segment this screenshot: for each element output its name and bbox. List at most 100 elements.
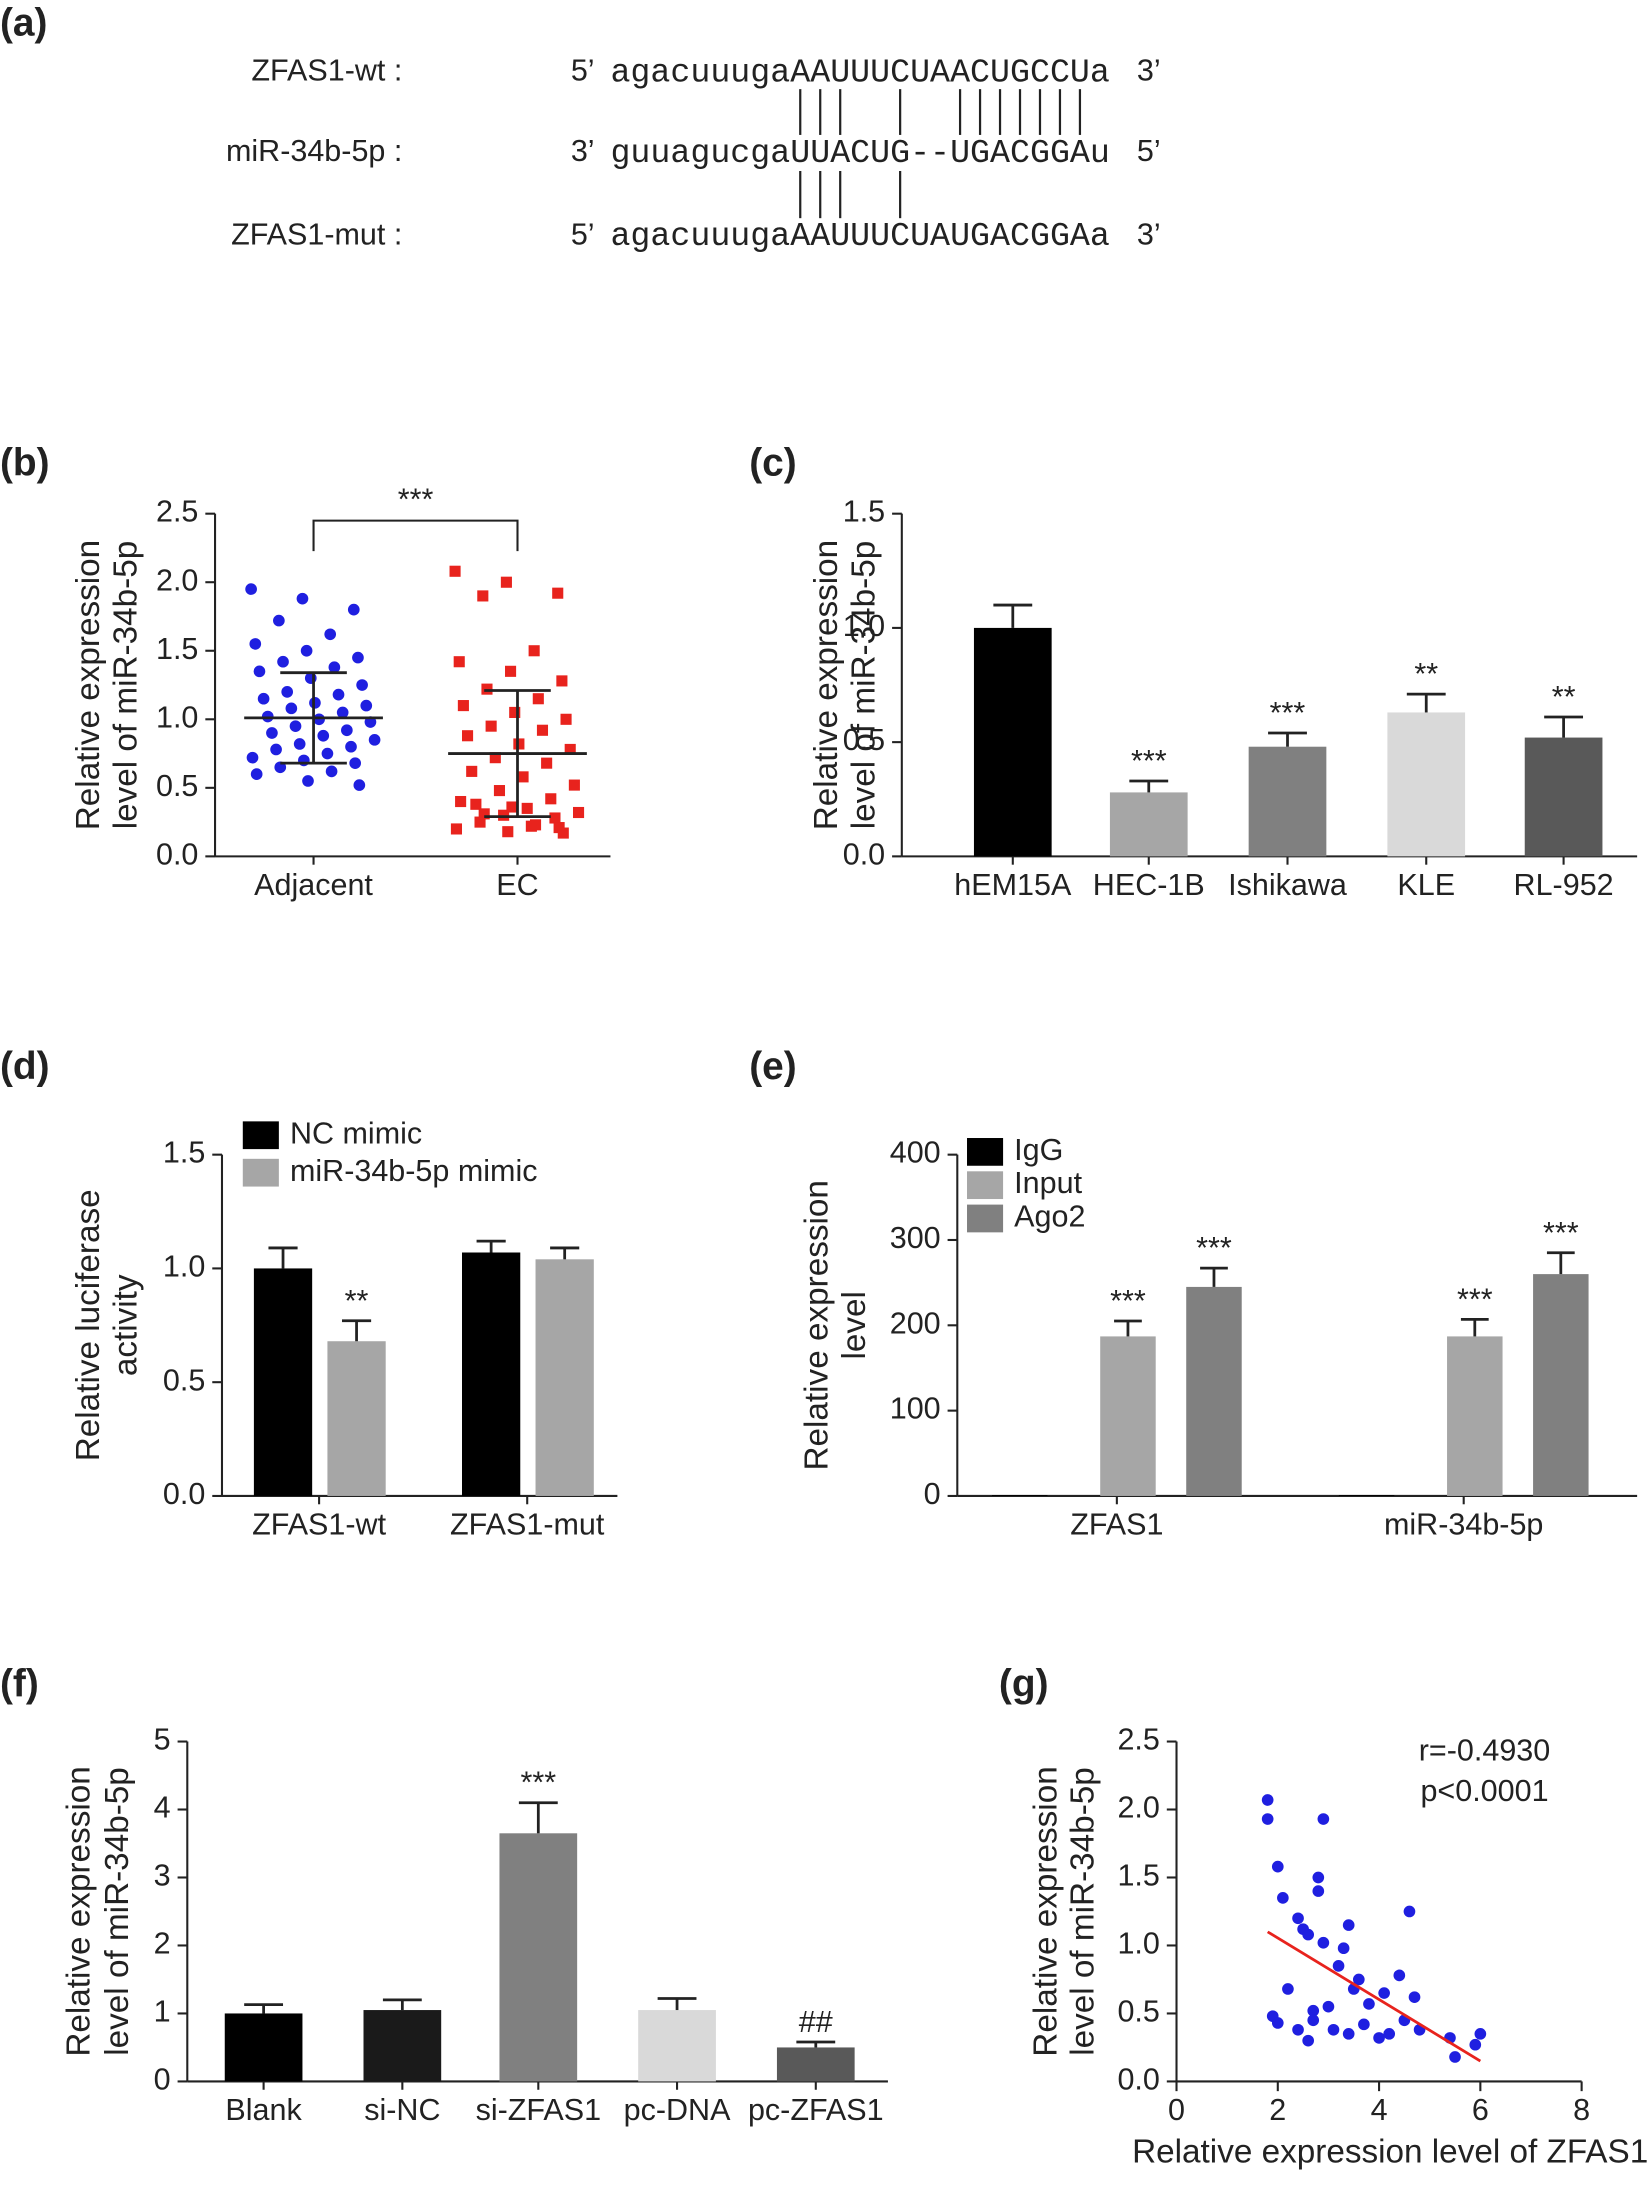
y-tick-label: 1	[154, 1995, 171, 2029]
data-point	[513, 738, 525, 750]
data-point	[536, 724, 549, 736]
data-point	[1393, 1969, 1406, 1982]
data-point	[336, 706, 349, 719]
data-point	[478, 808, 490, 820]
data-point	[470, 798, 482, 810]
y-tick-label: 1.0	[156, 700, 198, 734]
y-tick-label: 2.0	[156, 563, 198, 597]
data-point	[1378, 1987, 1390, 1999]
x-tick-label: si-NC	[364, 2093, 440, 2127]
panel-label: (b)	[0, 441, 50, 484]
data-point	[462, 730, 474, 742]
data-point	[1383, 2028, 1396, 2040]
data-point	[1408, 1991, 1421, 2003]
x-axis-label: Relative expression level of ZFAS1	[1132, 2133, 1648, 2170]
bar	[1100, 1336, 1156, 1496]
bar	[638, 2010, 716, 2082]
panel-label: (e)	[749, 1045, 796, 1088]
y-axis-label: Relative expression	[798, 1180, 835, 1470]
data-point	[1342, 1919, 1355, 1931]
data-point	[528, 645, 540, 657]
data-point	[1312, 1871, 1325, 1884]
data-point	[449, 565, 461, 577]
panel-label: (c)	[749, 441, 796, 484]
significance: ***	[520, 1766, 556, 1800]
data-point	[1302, 2034, 1315, 2047]
bar	[1248, 746, 1327, 857]
x-tick-label: ZFAS1	[1070, 1508, 1163, 1542]
sequence-segment: a	[1090, 53, 1110, 91]
y-tick-label: 0.0	[1117, 2063, 1159, 2097]
data-point	[341, 724, 353, 737]
y-axis-label: activity	[107, 1274, 144, 1376]
significance: ***	[1457, 1282, 1493, 1316]
data-point	[552, 587, 564, 599]
data-point	[332, 688, 345, 701]
data-point	[1307, 2014, 1320, 2027]
bar	[1387, 712, 1466, 857]
data-point	[317, 729, 330, 742]
significance: ***	[1110, 1284, 1146, 1318]
data-point	[1469, 2038, 1482, 2051]
data-point	[560, 713, 572, 725]
y-tick-label: 0	[154, 2063, 171, 2097]
data-point	[549, 812, 561, 824]
data-point	[245, 583, 257, 595]
y-tick-label: 100	[890, 1392, 941, 1426]
legend-swatch	[242, 1158, 279, 1187]
data-point	[349, 757, 362, 769]
y-tick-label: 4	[154, 1791, 171, 1825]
bar	[1338, 1495, 1395, 1496]
data-point	[296, 592, 309, 605]
data-point	[521, 802, 533, 814]
data-point	[572, 806, 585, 819]
data-point	[557, 827, 569, 839]
sequence-segment: ACUGCCU	[950, 53, 1090, 91]
x-tick-label: ZFAS1-wt	[252, 1508, 386, 1542]
bar	[973, 627, 1052, 857]
sequence-segment: guuagucga	[610, 134, 790, 172]
data-point	[1292, 2023, 1304, 2036]
legend-label: IgG	[1014, 1133, 1063, 1167]
significance: ##	[799, 2005, 833, 2039]
data-point	[564, 743, 576, 755]
significance: ***	[1270, 696, 1306, 730]
data-point	[532, 693, 544, 705]
bar	[327, 1341, 386, 1496]
sequence-name: ZFAS1-mut :	[231, 217, 402, 251]
bar	[1524, 737, 1603, 857]
y-tick-label: 0	[924, 1477, 941, 1511]
x-tick-label: pc-DNA	[624, 2093, 731, 2127]
y-axis-label: level of miR-34b-5p	[99, 1767, 136, 2056]
y-tick-label: 300	[890, 1221, 941, 1255]
data-point	[1337, 1942, 1350, 1955]
y-tick-label: 2.0	[1117, 1791, 1159, 1825]
y-tick-label: 1.5	[163, 1136, 205, 1170]
data-point	[1282, 1983, 1294, 1995]
significance: **	[345, 1284, 369, 1318]
bar	[1186, 1286, 1242, 1496]
data-point	[529, 819, 542, 831]
data-point	[455, 795, 467, 808]
bar	[462, 1252, 521, 1496]
data-point	[353, 779, 366, 791]
sequence-segment: AAUUUCUA	[790, 217, 950, 255]
sequence-end: 5’	[571, 217, 595, 251]
data-point	[257, 692, 270, 705]
x-tick-label: 6	[1472, 2093, 1489, 2127]
y-axis-label: Relative expression	[1027, 1766, 1064, 2056]
data-point	[1312, 1885, 1325, 1897]
data-point	[1261, 1813, 1274, 1825]
data-point	[328, 661, 341, 674]
data-point	[489, 752, 501, 764]
data-point	[347, 603, 360, 616]
data-point	[293, 738, 306, 750]
data-point	[477, 590, 489, 602]
legend-label: NC mimic	[290, 1116, 422, 1150]
legend-label: Ago2	[1014, 1200, 1085, 1234]
x-tick-label: si-ZFAS1	[476, 2093, 601, 2127]
significance: **	[1552, 680, 1576, 714]
legend-swatch	[967, 1138, 1004, 1166]
y-tick-label: 0.5	[163, 1363, 205, 1397]
panel-label: (d)	[0, 1045, 50, 1088]
